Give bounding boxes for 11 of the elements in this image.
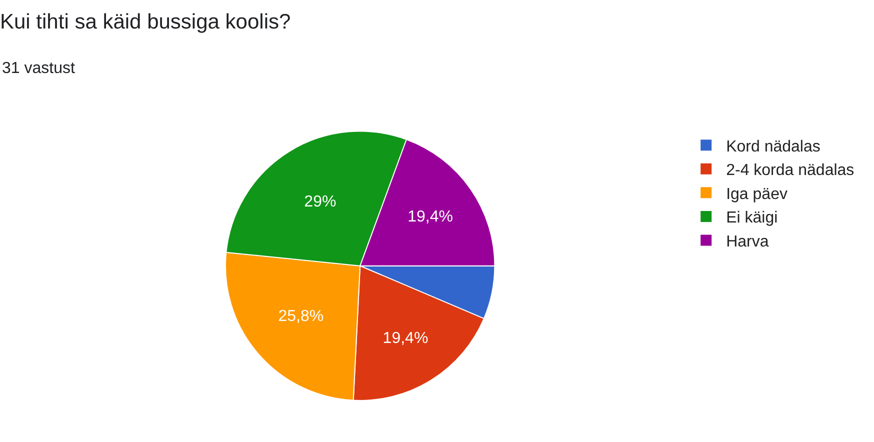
- legend-label: Ei käigi: [726, 210, 778, 227]
- data-label: 19,4%: [382, 330, 428, 347]
- data-label: 29%: [304, 194, 336, 211]
- legend-label: Kord nädalas: [726, 138, 820, 156]
- legend-label: Harva: [726, 234, 769, 251]
- data-label: 19,4%: [408, 208, 453, 226]
- text: 31 vastust: [2, 60, 76, 77]
- legend-label: Iga päev: [726, 186, 788, 203]
- legend-label: 2-4 korda nädalas: [726, 162, 854, 180]
- chart-title: Kui tihti sa käid bussiga koolis?: [0, 10, 291, 34]
- data-label: 25,8%: [278, 308, 324, 326]
